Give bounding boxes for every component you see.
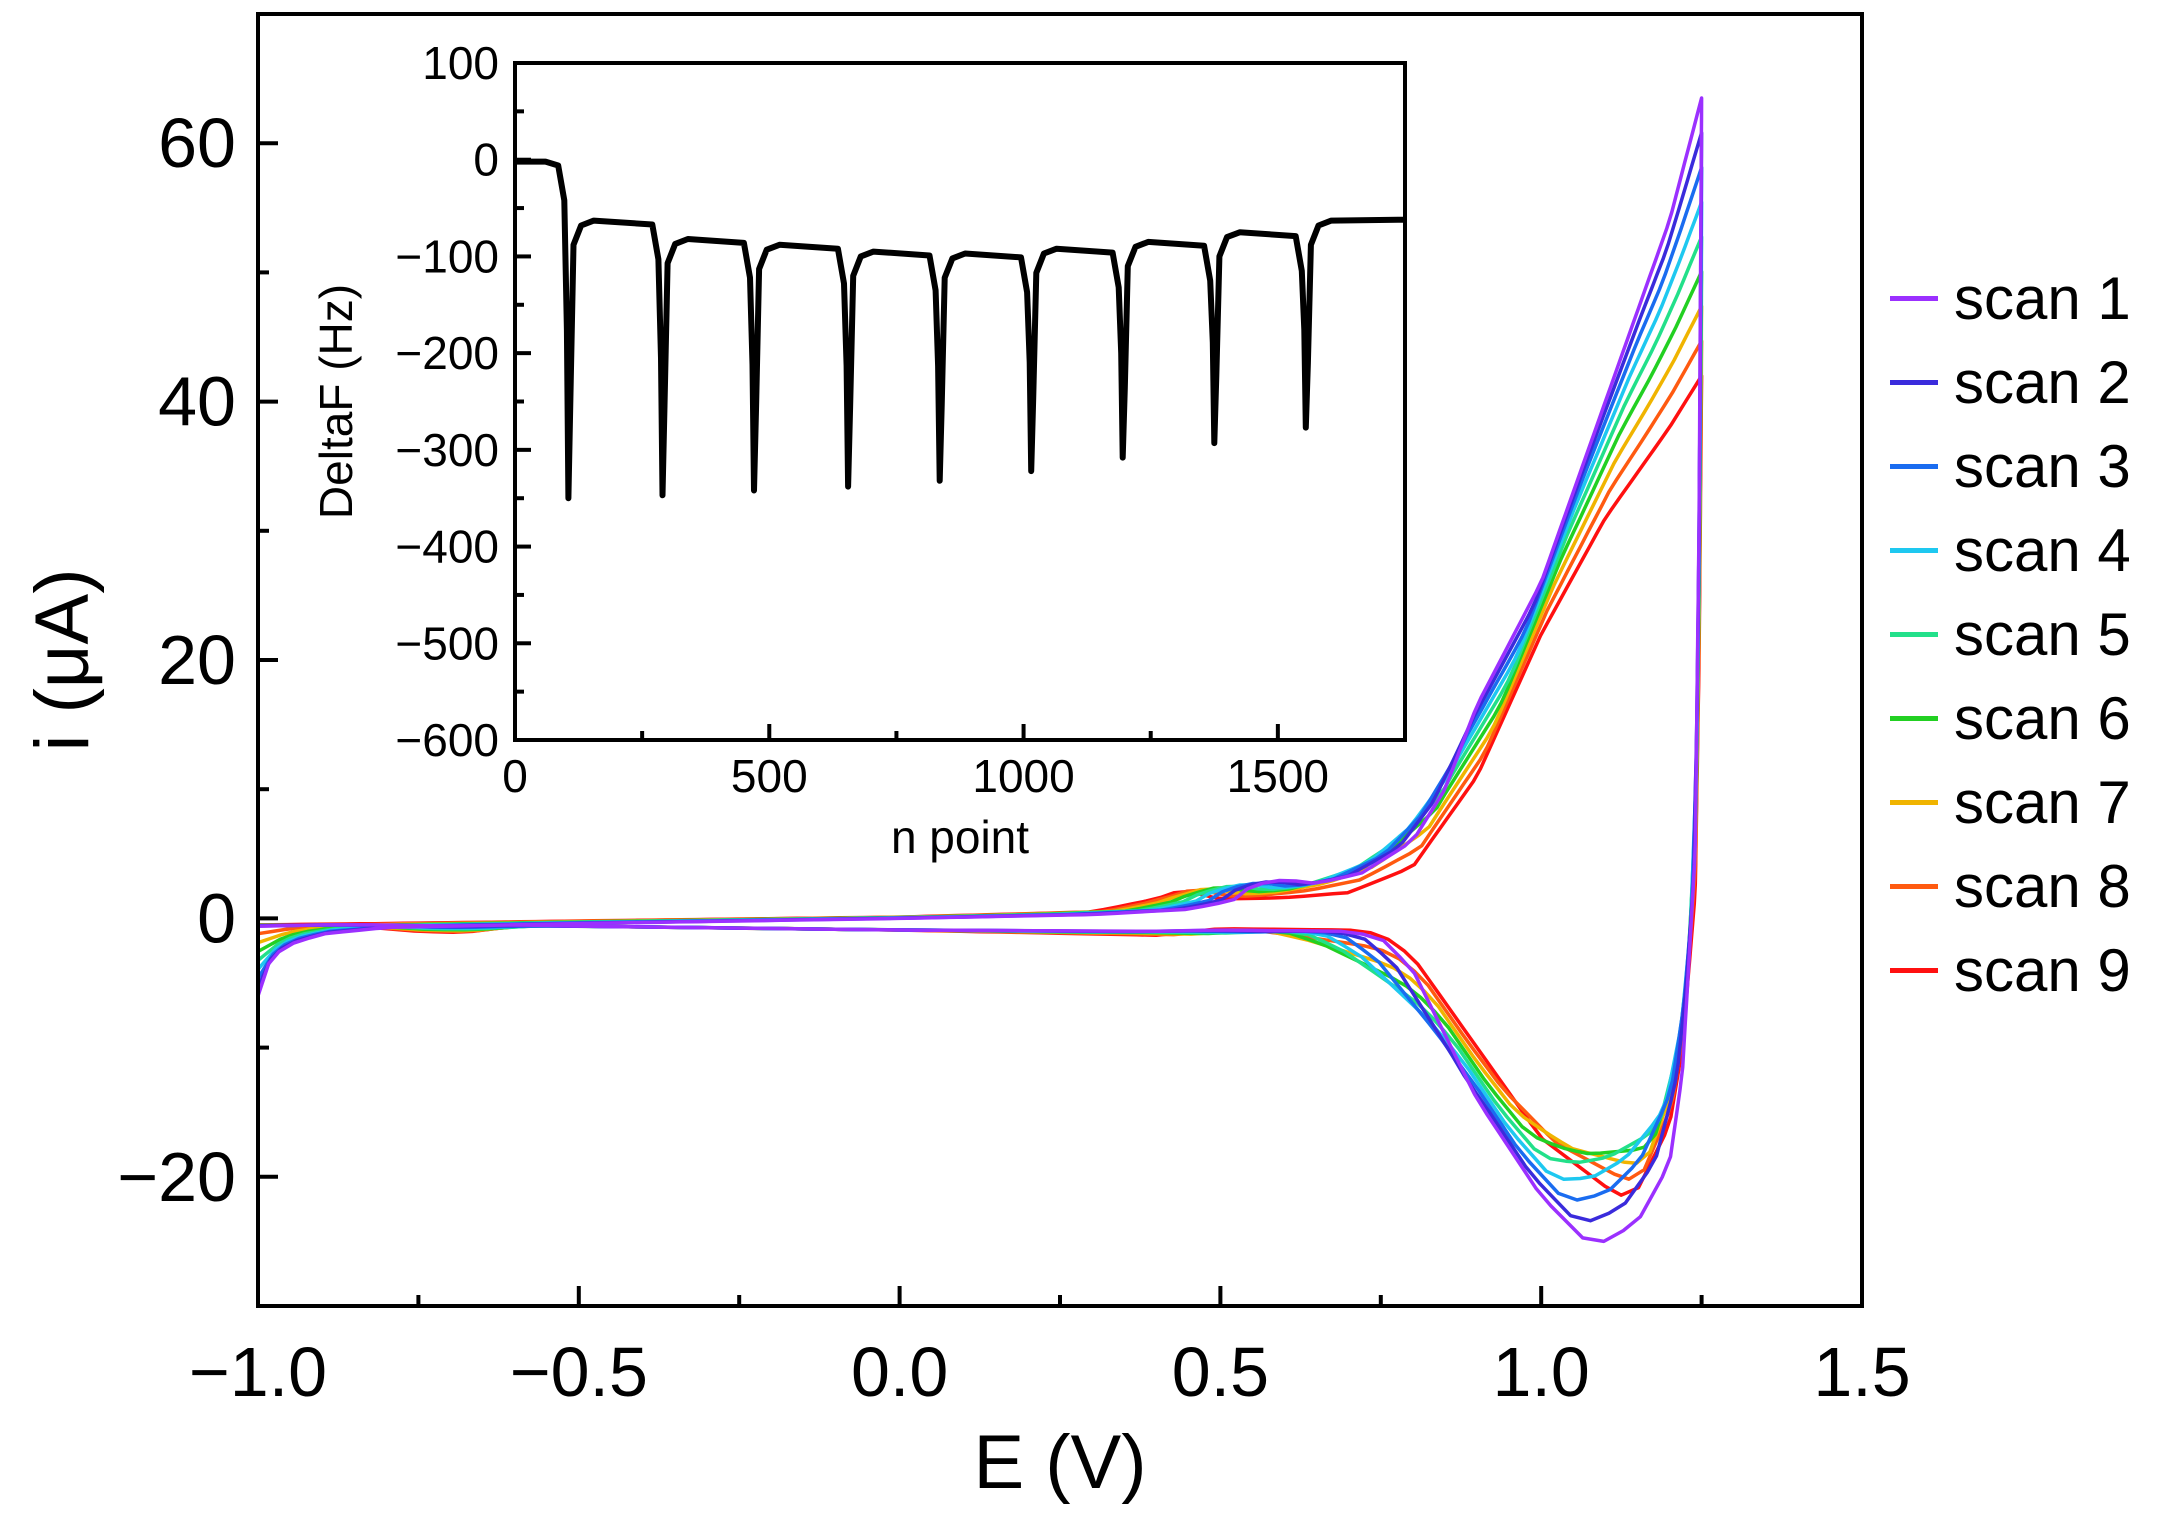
legend-item-scan-2: scan 2 [1890, 346, 2160, 430]
legend-item-scan-5: scan 5 [1890, 598, 2160, 682]
legend-swatch [1890, 548, 1938, 553]
legend-swatch [1890, 380, 1938, 385]
inset-x-tick-label: 0 [502, 750, 528, 802]
inset-x-tick-label: 500 [731, 750, 808, 802]
main-y-ticks: −20 0 20 40 60 [117, 104, 278, 1308]
legend-swatch [1890, 716, 1938, 721]
inset-y-tick-label: −400 [395, 521, 499, 573]
legend-item-scan-9: scan 9 [1890, 934, 2160, 1018]
main-y-tick-label: 20 [158, 621, 236, 699]
legend-swatch [1890, 632, 1938, 637]
legend-label: scan 1 [1954, 265, 2131, 332]
legend-swatch [1890, 464, 1938, 469]
main-y-tick-label: 40 [158, 363, 236, 441]
inset-y-tick-label: 0 [473, 134, 499, 186]
inset-chart: 0 500 1000 1500 1000−100−200−300−400−500−60… [310, 37, 1407, 863]
inset-y-tick-label: −200 [395, 327, 499, 379]
legend-swatch [1890, 800, 1938, 805]
inset-y-tick-label: −500 [395, 617, 499, 669]
inset-x-tick-label: 1000 [972, 750, 1074, 802]
legend-item-scan-1: scan 1 [1890, 262, 2160, 346]
inset-y-axis-label: DeltaF (Hz) [310, 284, 362, 519]
main-y-axis-label: i (μA) [20, 568, 105, 751]
main-x-tick-label: −0.5 [510, 1333, 648, 1411]
legend-label: scan 7 [1954, 769, 2131, 836]
legend-label: scan 5 [1954, 601, 2131, 668]
legend-swatch [1890, 968, 1938, 973]
inset-x-axis-label: n point [891, 811, 1029, 863]
legend-swatch [1890, 884, 1938, 889]
main-x-tick-label: 1.0 [1493, 1333, 1590, 1411]
main-x-tick-label: 0.0 [851, 1333, 948, 1411]
inset-background [515, 63, 1405, 740]
legend: scan 1 scan 2 scan 3 scan 4 scan 5 scan 6 scan… [1890, 262, 2160, 1018]
main-x-tick-label: 1.5 [1813, 1333, 1910, 1411]
main-series-group [256, 96, 1704, 1244]
legend-label: scan 4 [1954, 517, 2131, 584]
legend-label: scan 2 [1954, 349, 2131, 416]
main-x-ticks: −1.0 −0.5 0.0 0.5 1.0 1.5 [189, 1286, 1911, 1411]
legend-label: scan 3 [1954, 433, 2131, 500]
legend-item-scan-7: scan 7 [1890, 766, 2160, 850]
legend-label: scan 8 [1954, 853, 2131, 920]
legend-swatch [1890, 296, 1938, 301]
legend-label: scan 9 [1954, 937, 2131, 1004]
legend-label: scan 6 [1954, 685, 2131, 752]
main-x-tick-label: −1.0 [189, 1333, 327, 1411]
legend-item-scan-8: scan 8 [1890, 850, 2160, 934]
main-y-tick-label: −20 [117, 1138, 236, 1216]
inset-x-tick-label: 1500 [1227, 750, 1329, 802]
main-x-tick-label: 0.5 [1172, 1333, 1269, 1411]
cv-curve-scan-1 [256, 96, 1704, 1244]
main-x-axis-label: E (V) [973, 1420, 1146, 1505]
inset-y-ticks: 100 0 −100 −200 −300 −400 −500 −600 [395, 37, 531, 766]
inset-x-ticks: 0 500 1000 1500 [502, 724, 1329, 802]
legend-item-scan-3: scan 3 [1890, 430, 2160, 514]
inset-series-line [515, 158, 1406, 502]
main-y-tick-label: 0 [197, 879, 236, 957]
inset-y-tick-label: 100 [422, 37, 499, 89]
main-y-tick-label: 60 [158, 104, 236, 182]
inset-y-tick-label: −600 [395, 714, 499, 766]
inset-y-tick-label: −100 [395, 230, 499, 282]
inset-y-tick-label: −300 [395, 424, 499, 476]
legend-item-scan-6: scan 6 [1890, 682, 2160, 766]
legend-item-scan-4: scan 4 [1890, 514, 2160, 598]
